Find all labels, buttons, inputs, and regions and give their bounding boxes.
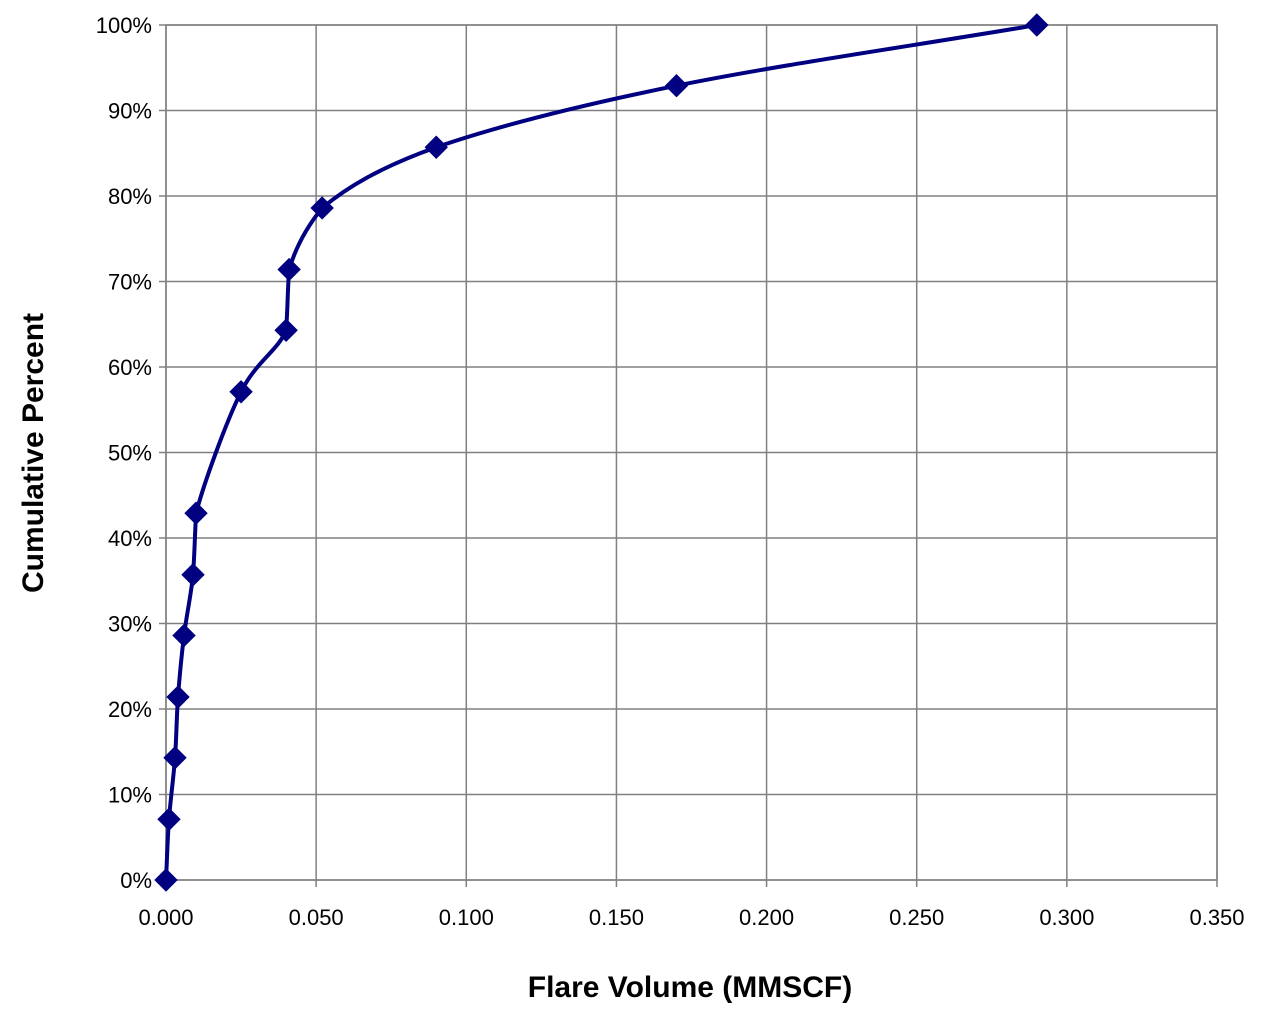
data-point-marker: [184, 501, 208, 525]
y-tick-label: 20%: [108, 697, 152, 722]
x-tick-label: 0.350: [1189, 905, 1244, 930]
data-point-marker: [1025, 13, 1049, 37]
x-axis-ticks: 0.000 0.050 0.100 0.150 0.200 0.250 0.300 0.350: [138, 880, 1245, 930]
x-tick-label: 0.150: [589, 905, 644, 930]
data-point-marker: [310, 196, 334, 220]
y-tick-label: 10%: [108, 783, 152, 808]
x-tick-label: 0.050: [289, 905, 344, 930]
y-tick-label: 40%: [108, 526, 152, 551]
y-tick-label: 50%: [108, 441, 152, 466]
y-axis-ticks: 0% 10% 20% 30% 40% 50% 60% 70% 80% 90% 100%: [96, 13, 166, 893]
grid: [165, 24, 1218, 881]
data-point-marker: [154, 868, 178, 892]
y-tick-label: 80%: [108, 184, 152, 209]
data-point-marker: [424, 135, 448, 159]
data-point-marker: [664, 73, 689, 98]
y-tick-label: 90%: [108, 99, 152, 124]
y-tick-label: 70%: [108, 270, 152, 295]
data-point-marker: [277, 257, 301, 282]
y-tick-label: 100%: [96, 13, 152, 38]
data-point-marker: [157, 807, 181, 832]
x-axis-title: Flare Volume (MMSCF): [528, 971, 852, 1004]
y-tick-label: 30%: [108, 612, 152, 637]
data-point-marker: [166, 685, 190, 709]
x-tick-label: 0.000: [138, 905, 193, 930]
data-point-marker: [181, 563, 205, 587]
y-tick-label: 60%: [108, 355, 152, 380]
x-tick-label: 0.300: [1039, 905, 1094, 930]
data-point-marker: [229, 380, 253, 404]
series-line: [164, 23, 1038, 881]
x-tick-label: 0.100: [439, 905, 494, 930]
data-point-marker: [172, 623, 196, 648]
series-markers: [154, 13, 1049, 892]
data-point-marker: [274, 318, 298, 342]
x-tick-label: 0.200: [739, 905, 794, 930]
data-point-marker: [163, 746, 187, 770]
x-tick-label: 0.250: [889, 905, 944, 930]
y-axis-title: Cumulative Percent: [17, 313, 50, 593]
y-tick-label: 0%: [120, 868, 152, 893]
